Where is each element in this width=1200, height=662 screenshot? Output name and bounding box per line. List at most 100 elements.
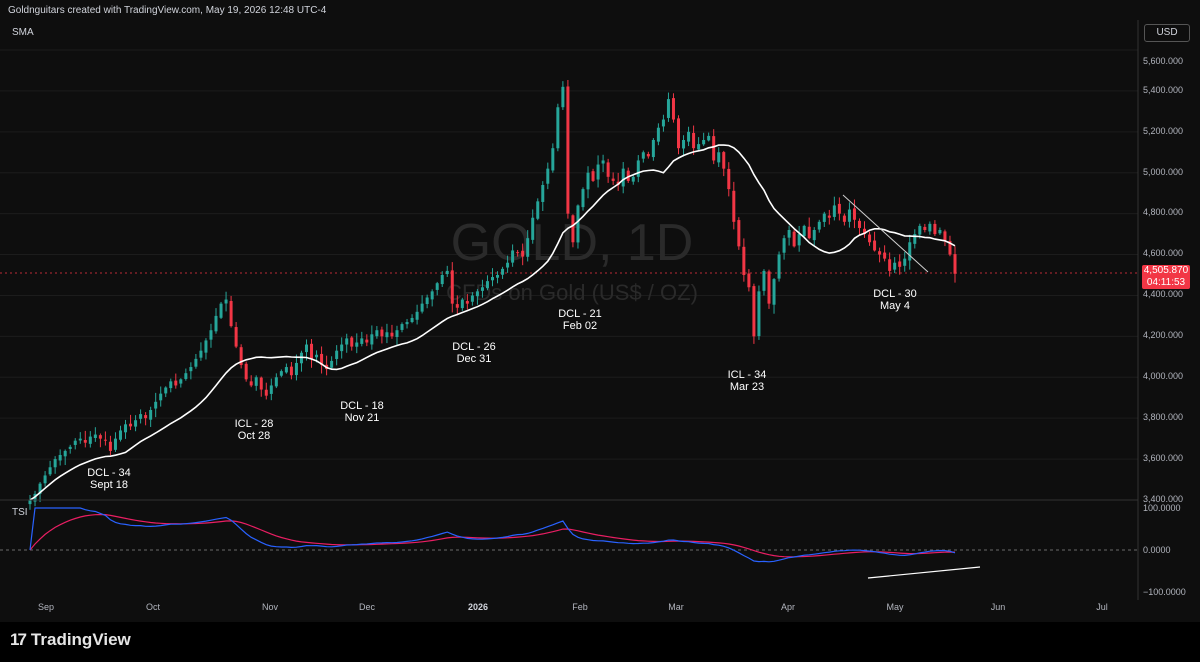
candle-body (254, 377, 258, 386)
time-axis: Sep Oct Nov Dec 2026 Feb Mar Apr May Jun… (38, 602, 1108, 612)
candle-body (636, 160, 640, 177)
candle-body (204, 340, 208, 353)
x-tick: Jul (1096, 602, 1108, 612)
candle-body (928, 223, 932, 232)
price-axis: 5,600.000 5,400.000 5,200.000 5,000.000 … (1143, 56, 1186, 597)
candle-body (113, 438, 117, 450)
candle-body (139, 414, 143, 419)
candle-body (898, 261, 902, 267)
candle-body (445, 270, 449, 275)
candle-body (360, 338, 364, 344)
candle-body (219, 303, 223, 318)
candle-body (154, 401, 158, 409)
candle-body (274, 377, 278, 387)
candle-body (863, 228, 867, 235)
cycle-annotation: DCL - 26 Dec 31 (434, 341, 514, 365)
sma-legend-label[interactable]: SMA (12, 27, 34, 38)
candle-body (953, 254, 957, 274)
candle-body (164, 387, 168, 394)
candle-body (742, 246, 746, 275)
candle-body (621, 168, 625, 187)
cycle-annotation: DCL - 34 Sept 18 (69, 467, 149, 491)
candle-body (822, 213, 826, 222)
candle-body (913, 234, 917, 244)
candle-body (355, 342, 359, 347)
candle-body (772, 279, 776, 305)
candle-body (38, 483, 42, 494)
candle-body (933, 223, 937, 235)
currency-button[interactable]: USD (1144, 24, 1190, 42)
candle-body (410, 317, 414, 323)
candle-body (541, 185, 545, 202)
candle-body (797, 234, 801, 246)
candle-body (923, 226, 927, 230)
cycle-annotation: ICL - 28 Oct 28 (214, 418, 294, 442)
y-tick: 5,600.000 (1143, 56, 1183, 66)
candle-body (576, 205, 580, 243)
candle-body (536, 201, 540, 219)
candle-body (239, 347, 243, 365)
y-tick: 4,000.000 (1143, 371, 1183, 381)
cycle-annotation: DCL - 21 Feb 02 (540, 308, 620, 332)
tsi-tick: −100.0000 (1143, 587, 1186, 597)
candle-body (611, 178, 615, 181)
x-tick: Jun (991, 602, 1006, 612)
cycle-annotation: DCL - 18 Nov 21 (322, 400, 402, 424)
candle-body (918, 225, 922, 235)
candle-body (692, 132, 696, 149)
candle-body (626, 170, 630, 181)
trendline-price (842, 194, 929, 273)
candle-body (118, 430, 122, 440)
candle-body (646, 153, 650, 157)
cycle-annotation: ICL - 34 Mar 23 (707, 369, 787, 393)
candles-series (28, 80, 957, 510)
candle-body (455, 304, 459, 308)
candle-body (93, 434, 97, 439)
candle-body (98, 435, 102, 439)
candle-body (174, 380, 178, 386)
candle-body (385, 332, 389, 338)
candle-body (375, 330, 379, 337)
candle-body (601, 160, 605, 164)
candle-body (832, 205, 836, 217)
candle-body (234, 327, 238, 347)
candle-body (430, 291, 434, 300)
bar-countdown: 04:11:53 (1146, 277, 1186, 288)
tsi-legend-label[interactable]: TSI (12, 507, 28, 518)
x-tick: 2026 (468, 602, 488, 612)
candle-body (450, 270, 454, 304)
candle-body (531, 217, 535, 240)
candle-body (777, 254, 781, 279)
candle-body (802, 225, 806, 237)
candle-body (294, 362, 298, 376)
candle-body (712, 136, 716, 161)
tradingview-logo[interactable]: 17 TradingView (10, 630, 131, 650)
candle-body (496, 275, 500, 278)
annotation-line1: ICL - 34 (727, 369, 767, 381)
candle-body (752, 286, 756, 337)
candle-body (405, 322, 409, 325)
candle-body (551, 148, 555, 171)
y-tick: 3,600.000 (1143, 453, 1183, 463)
candle-body (767, 271, 771, 304)
candle-body (787, 230, 791, 238)
candle-body (666, 99, 670, 118)
y-tick: 5,400.000 (1143, 85, 1183, 95)
candle-body (878, 251, 882, 255)
candle-body (591, 171, 595, 181)
candle-body (651, 140, 655, 158)
candle-body (415, 311, 419, 320)
candle-body (63, 450, 67, 457)
candle-body (129, 423, 133, 427)
candle-body (807, 226, 811, 239)
candle-body (561, 86, 565, 108)
candle-body (938, 230, 942, 234)
candle-body (48, 467, 52, 475)
candle-body (747, 273, 751, 288)
candle-body (189, 367, 193, 372)
x-tick: Feb (572, 602, 588, 612)
candle-body (224, 299, 228, 304)
candle-body (264, 389, 268, 396)
candle-body (149, 410, 153, 420)
candle-body (837, 203, 841, 214)
